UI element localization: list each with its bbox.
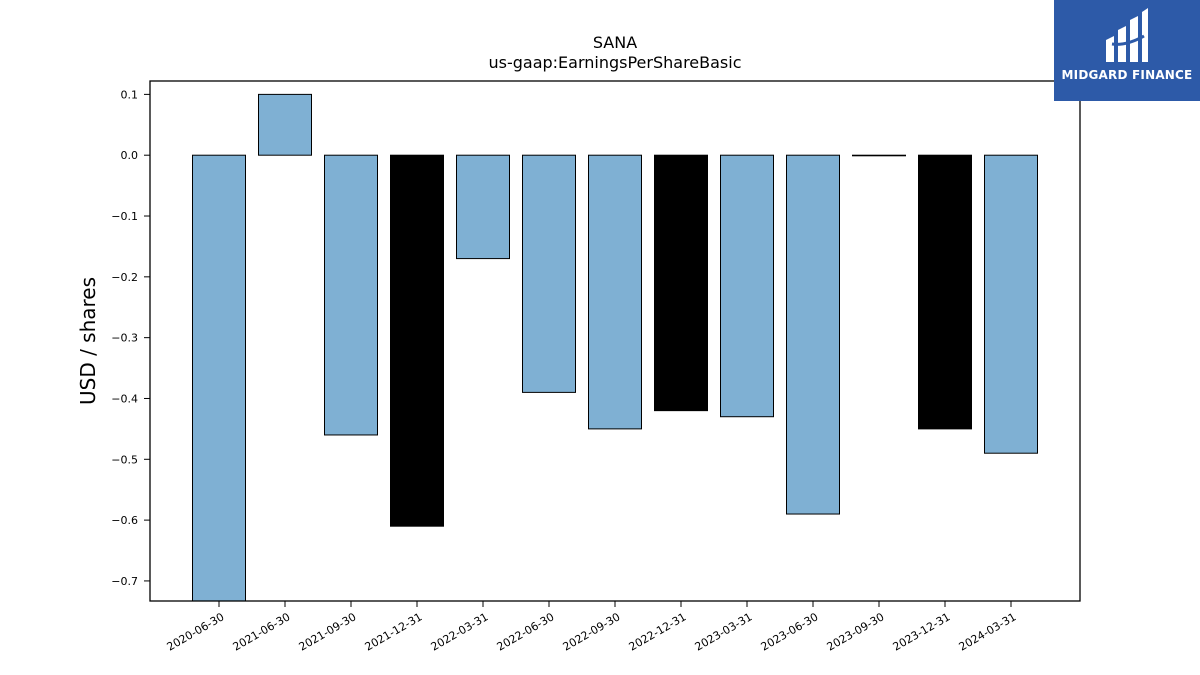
bar-2022-03-31 [456,154,510,260]
x-tick-label: 2024-03-31 [957,610,1019,653]
bar-2023-03-31 [720,154,774,418]
y-axis-label: USD / shares [76,277,100,405]
bar-2022-12-31 [654,154,708,412]
y-tick-label: 0.1 [121,88,139,101]
y-tick-label: −0.5 [111,453,138,466]
x-tick-label: 2020-06-30 [165,610,227,653]
logo-mark-icon [1106,8,1148,62]
logo-text: MIDGARD FINANCE [1061,68,1193,82]
bar-2022-06-30 [522,154,576,393]
bar-2020-06-30 [192,154,246,601]
x-tick-label: 2021-12-31 [363,610,425,653]
x-tick-label: 2023-12-31 [891,610,953,653]
y-tick-label: −0.4 [111,392,138,405]
x-tick-label: 2022-06-30 [495,610,557,653]
x-tick-label: 2023-09-30 [825,610,887,653]
y-tick-label: 0.0 [121,149,139,162]
chart-subtitle: us-gaap:EarningsPerShareBasic [488,53,741,72]
bars-group [192,93,1038,601]
y-tick-label: −0.1 [111,210,138,223]
plot-area: 0.1 0.0 −0.1 −0.2 −0.3 −0.4 −0.5 −0.6 −0.7 2020-0… [111,80,1081,654]
x-tick-label: 2022-09-30 [561,610,623,653]
y-tick-label: −0.6 [111,514,138,527]
bar-2023-09-30 [852,154,906,157]
bar-2021-12-31 [390,154,444,527]
brand-logo: MIDGARD FINANCE [1054,0,1200,101]
x-tick-label: 2023-03-31 [693,610,755,653]
bar-2024-03-31 [984,154,1038,454]
x-tick-label: 2021-06-30 [231,610,293,653]
chart-title: SANA [593,33,637,52]
x-tick-label: 2023-06-30 [759,610,821,653]
bar-2021-06-30 [258,93,312,156]
x-tick-label: 2022-12-31 [627,610,689,653]
x-tick-label: 2021-09-30 [297,610,359,653]
bar-2022-09-30 [588,154,642,430]
x-tick-label: 2022-03-31 [429,610,491,653]
bar-2023-12-31 [918,154,972,430]
bar-2023-06-30 [786,154,840,515]
bar-2021-09-30 [324,154,378,436]
y-tick-label: −0.2 [111,271,138,284]
y-tick-label: −0.3 [111,332,138,345]
y-tick-label: −0.7 [111,575,138,588]
